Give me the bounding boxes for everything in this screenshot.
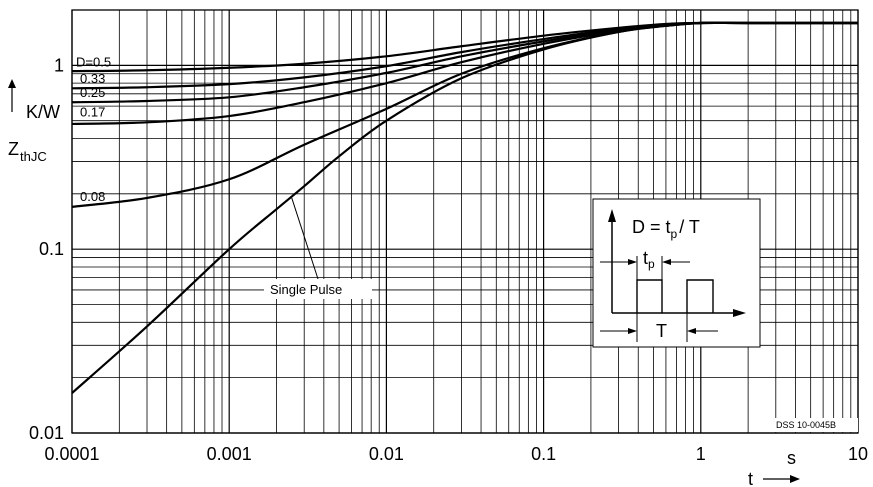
formula-subscript: p [671, 227, 678, 241]
tp-label-subscript: p [648, 257, 655, 271]
y-tick-label: 0.01 [29, 423, 64, 443]
formula-rhs: / T [679, 217, 700, 237]
doc-code: DSS 10-0045B [776, 420, 836, 430]
pulse-2 [686, 279, 714, 313]
inset-vertical-arrow-head [608, 209, 616, 222]
curves: D=0.5 0.330.25 0.17 0.08 Single Pulse [71, 21, 858, 394]
tp-right-arrow-head [662, 259, 671, 265]
curve-label: 0.33 [80, 71, 105, 86]
T-left-arrow-head [628, 328, 637, 334]
x-tick-label: 0.01 [369, 444, 404, 464]
single-pulse-leader [291, 197, 319, 280]
duty-cycle-formula: D = tp / T [632, 217, 700, 241]
x-tick-label: 1 [696, 444, 706, 464]
plot-frame [71, 9, 859, 434]
y-symbol-subscript: thJC [20, 149, 47, 164]
period-label: T [656, 321, 667, 341]
x-axis-arrow-head [790, 475, 800, 483]
inset-horizontal-arrow-head [733, 309, 746, 317]
tp-label: tp [643, 248, 655, 271]
y-tick-label: 1 [54, 55, 64, 75]
T-right-arrow-head [687, 328, 696, 334]
curve-label: 0.25 [80, 85, 105, 100]
x-unit-label: s [787, 448, 796, 468]
tp-label-main: t [643, 248, 648, 268]
curve-single-pulse [71, 21, 858, 394]
y-unit-label: K/W [26, 102, 60, 122]
curve-label-single-pulse: Single Pulse [270, 282, 342, 297]
x-symbol-label: t [748, 469, 753, 487]
y-axis-title: K/W Z thJC [8, 79, 60, 164]
curve-label: 0.17 [80, 104, 105, 119]
x-tick-label: 0.001 [207, 444, 252, 464]
x-tick-label: 10 [848, 444, 868, 464]
x-tick-label: 0.0001 [44, 444, 99, 464]
x-tick-label: 0.1 [531, 444, 556, 464]
curve-d-0-5 [71, 21, 858, 73]
curve-label: D=0.5 [76, 54, 111, 69]
grid [71, 9, 859, 434]
y-axis-arrow-head [8, 79, 16, 88]
doc-code-background [772, 418, 858, 432]
inset-background [592, 198, 761, 348]
single-pulse-label-background [264, 279, 372, 299]
duty-cycle-inset: D = tp / T tp T [592, 198, 761, 348]
tp-left-arrow-head [628, 259, 637, 265]
curve-label: 0.08 [80, 189, 105, 204]
x-axis-title: s t [748, 448, 800, 487]
tick-labels: 0.0001 0.001 0.01 0.1 1 10 0.01 0.1 1 [29, 55, 868, 464]
y-symbol-label: Z [8, 139, 19, 159]
y-tick-label: 0.1 [39, 239, 64, 259]
curve-0-08 [71, 21, 858, 208]
curve-0-25 [71, 21, 858, 104]
formula-lhs: D = t [632, 217, 671, 237]
pulse-1 [636, 279, 663, 313]
